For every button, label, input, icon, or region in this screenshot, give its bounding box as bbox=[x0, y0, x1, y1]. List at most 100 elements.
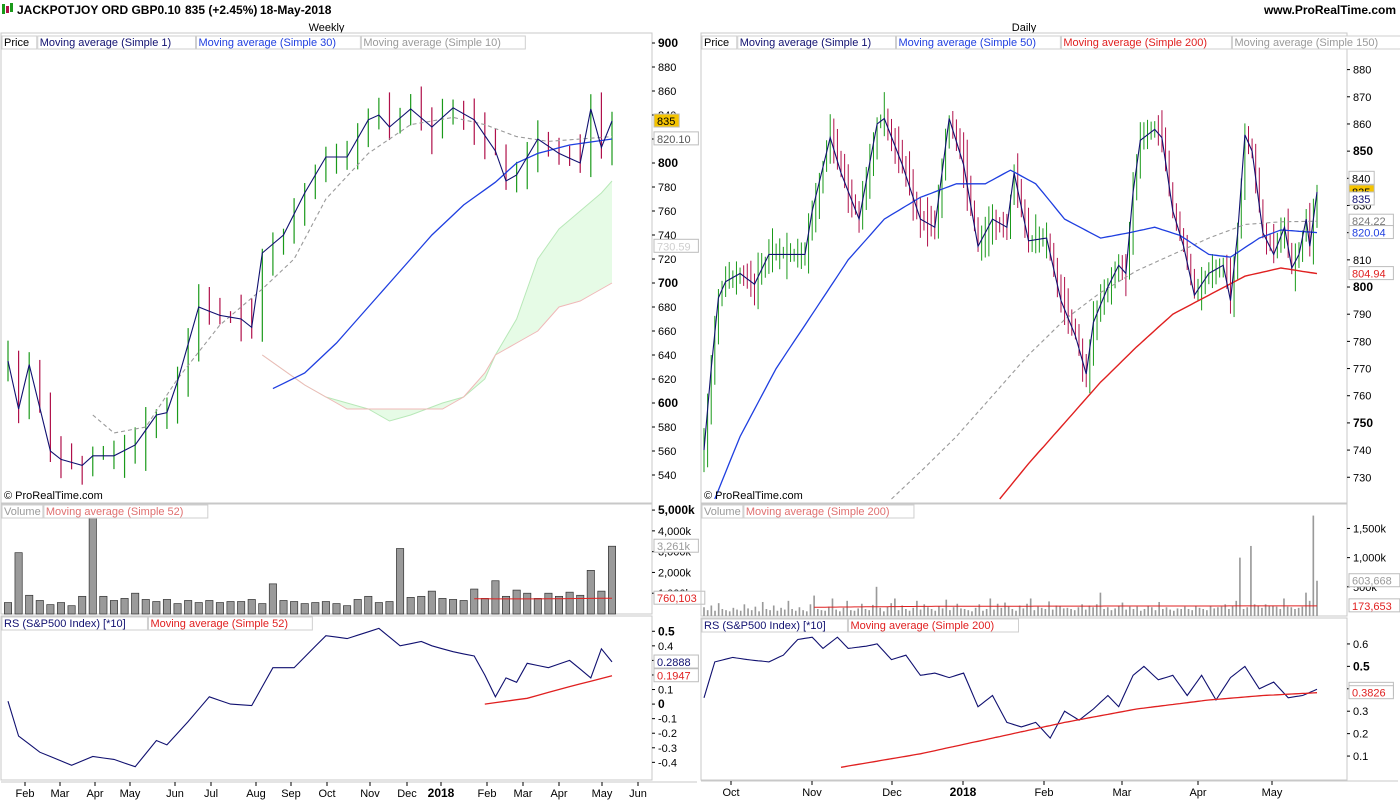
volume-bar bbox=[311, 602, 320, 615]
volume-bar bbox=[978, 604, 981, 616]
price-tick-label: 720 bbox=[658, 254, 676, 266]
volume-bar bbox=[1059, 606, 1061, 616]
volume-bar bbox=[853, 610, 856, 616]
volume-bar bbox=[1202, 608, 1205, 616]
price-tick-label: 850 bbox=[1353, 144, 1373, 158]
volume-bar bbox=[226, 601, 235, 615]
volume-bar bbox=[996, 603, 999, 616]
price-legend-box bbox=[196, 35, 361, 50]
volume-bar bbox=[247, 599, 256, 615]
price-legend-box bbox=[737, 35, 896, 50]
rs-line bbox=[7, 627, 613, 768]
volume-bar bbox=[1147, 605, 1149, 616]
volume-bar bbox=[1150, 607, 1153, 616]
volume-bar bbox=[1286, 606, 1289, 616]
volume-bar bbox=[1095, 604, 1098, 616]
price-tick-label: 800 bbox=[1353, 280, 1373, 294]
volume-bar bbox=[533, 598, 542, 615]
volume-bar bbox=[523, 592, 532, 615]
volume-bar bbox=[1092, 607, 1094, 616]
volume-bar bbox=[1257, 605, 1260, 616]
volume-bar bbox=[883, 611, 885, 616]
time-tick-label: Nov bbox=[802, 787, 822, 799]
rs-tick-label: -0.3 bbox=[658, 743, 677, 755]
price-change: 835 (+2.45%) bbox=[185, 3, 257, 17]
volume-bar bbox=[321, 601, 330, 615]
volume-bar bbox=[842, 607, 845, 616]
volume-bar bbox=[706, 610, 709, 616]
volume-bar bbox=[960, 608, 962, 616]
volume-bar bbox=[993, 609, 995, 616]
volume-bar bbox=[35, 600, 44, 615]
time-tick-label: Feb bbox=[478, 788, 497, 800]
volume-bar bbox=[1084, 609, 1087, 616]
volume-bar bbox=[908, 610, 911, 616]
site-url[interactable]: www.ProRealTime.com bbox=[1263, 3, 1396, 17]
volume-bar bbox=[470, 588, 479, 615]
rs-line bbox=[703, 636, 1318, 740]
time-tick-label: 2018 bbox=[950, 785, 977, 799]
rs-panel-frame bbox=[0, 615, 653, 781]
volume-value-label: 760,103 bbox=[657, 593, 697, 605]
rs-legend-label: RS (S&P500 Index) [*10] bbox=[704, 620, 826, 632]
volume-bar bbox=[1037, 606, 1039, 616]
volume-bar bbox=[1224, 604, 1227, 616]
volume-bar bbox=[945, 599, 948, 616]
volume-bar bbox=[1283, 598, 1285, 616]
price-value-label: 804.94 bbox=[1352, 269, 1386, 281]
volume-bar bbox=[1305, 592, 1307, 616]
time-tick-label: Feb bbox=[16, 788, 35, 800]
volume-bar bbox=[971, 611, 973, 616]
volume-bar bbox=[1066, 607, 1069, 616]
volume-value-badge bbox=[653, 590, 706, 605]
volume-bar bbox=[364, 595, 373, 615]
instrument-name: JACKPOTJOY ORD GBP0.10 bbox=[17, 3, 181, 17]
rs-legend-label: Moving average (Simple 52) bbox=[150, 618, 288, 630]
close-price-line bbox=[7, 107, 613, 467]
rs-tick-label: 0.1 bbox=[658, 685, 673, 697]
time-tick-label: 2018 bbox=[428, 786, 455, 800]
volume-bar bbox=[982, 610, 984, 616]
logo-green-bar-icon bbox=[2, 4, 5, 14]
rs-panel-frame bbox=[700, 617, 1348, 781]
rs-legend-box bbox=[147, 616, 313, 631]
volume-bar bbox=[787, 600, 790, 616]
volume-bar bbox=[952, 607, 955, 616]
rs-moving-average bbox=[840, 692, 1318, 768]
price-legend-box bbox=[896, 35, 1061, 50]
daily-timeframe-title: Daily bbox=[1012, 22, 1037, 34]
volume-bar bbox=[879, 607, 882, 616]
rs-legend-box bbox=[847, 618, 1020, 633]
volume-bar bbox=[99, 595, 108, 615]
logo-green-bar-icon bbox=[10, 3, 13, 12]
price-tick-label: 640 bbox=[658, 350, 676, 362]
volume-legend-box bbox=[701, 504, 744, 519]
volume-bar bbox=[758, 611, 760, 616]
ma150-line bbox=[891, 220, 1318, 500]
volume-bar bbox=[1158, 601, 1160, 616]
volume-bar bbox=[1253, 604, 1256, 616]
volume-bar bbox=[736, 609, 738, 616]
price-tick-label: 680 bbox=[658, 302, 676, 314]
price-legend-label: Moving average (Simple 1) bbox=[740, 37, 871, 49]
volume-bar bbox=[1239, 557, 1241, 616]
volume-bar bbox=[912, 607, 915, 616]
volume-bar bbox=[565, 591, 574, 615]
volume-value-label: 3,261k bbox=[657, 541, 691, 553]
volume-legend-label: Moving average (Simple 200) bbox=[746, 506, 890, 518]
time-tick-label: Oct bbox=[722, 787, 739, 799]
price-tick-label: 540 bbox=[658, 470, 676, 482]
time-tick-label: Mar bbox=[1113, 787, 1132, 799]
volume-bar bbox=[1184, 606, 1186, 616]
price-value-label: 820.10 bbox=[657, 134, 691, 146]
volume-bar bbox=[1040, 607, 1043, 616]
volume-bar bbox=[725, 610, 727, 616]
price-tick-label: 810 bbox=[1353, 255, 1371, 267]
volume-legend-box bbox=[743, 504, 915, 519]
volume-bar bbox=[934, 610, 937, 616]
volume-bar bbox=[406, 597, 415, 615]
volume-bar bbox=[754, 606, 757, 616]
price-tick-label: 600 bbox=[658, 396, 678, 410]
volume-bar bbox=[120, 598, 129, 615]
